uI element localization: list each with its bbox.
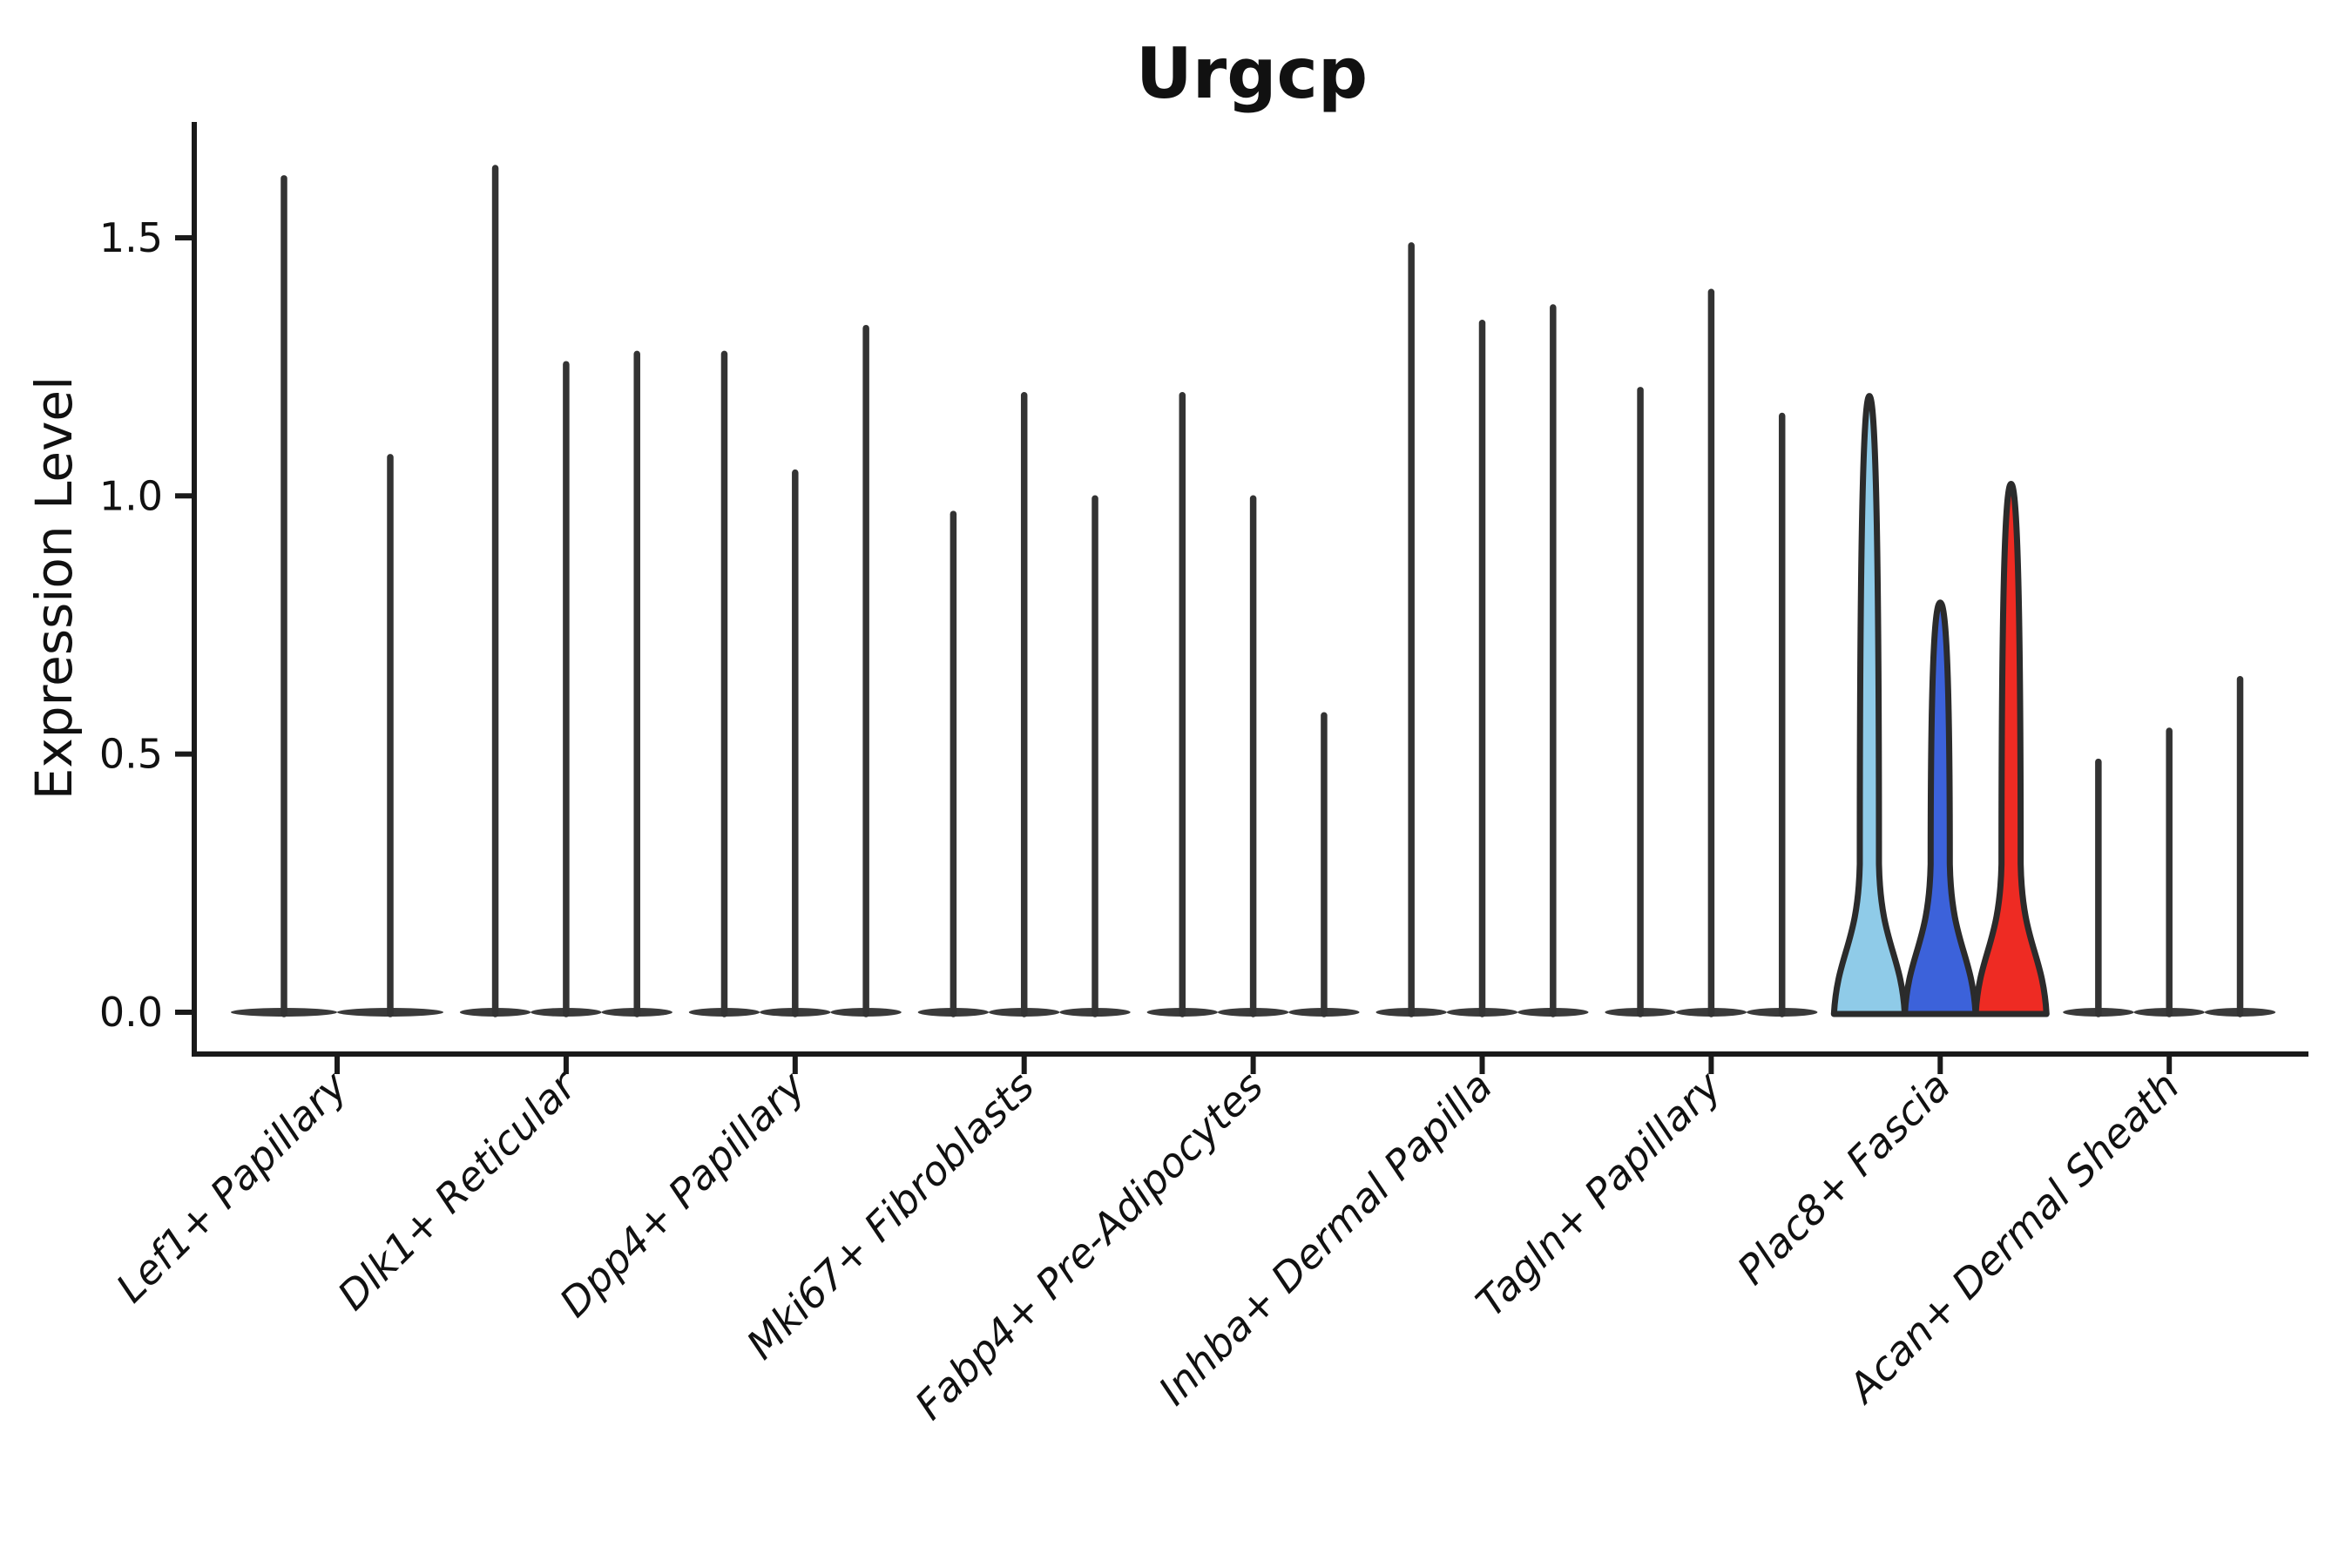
y-tick-label: 0.0 xyxy=(99,989,163,1036)
violin-bell xyxy=(1830,393,1909,1017)
x-tick-label: Dpp4+ Papillary xyxy=(551,1062,814,1326)
x-tick-label: Plac8+ Fascia xyxy=(1728,1063,1959,1294)
x-tick-label: Tagln+ Papillary xyxy=(1467,1062,1731,1326)
violin-bell xyxy=(1902,599,1979,1017)
y-tick-label: 0.5 xyxy=(99,731,163,778)
violin-bell xyxy=(1972,480,2050,1017)
x-tick-label: Lef1+ Papillary xyxy=(107,1062,356,1311)
chart-title: Urgcp xyxy=(1135,33,1369,114)
y-tick-label: 1.5 xyxy=(99,214,163,261)
x-tick-label: Dlk1+ Reticular xyxy=(328,1060,587,1319)
y-tick-label: 1.0 xyxy=(99,472,163,519)
